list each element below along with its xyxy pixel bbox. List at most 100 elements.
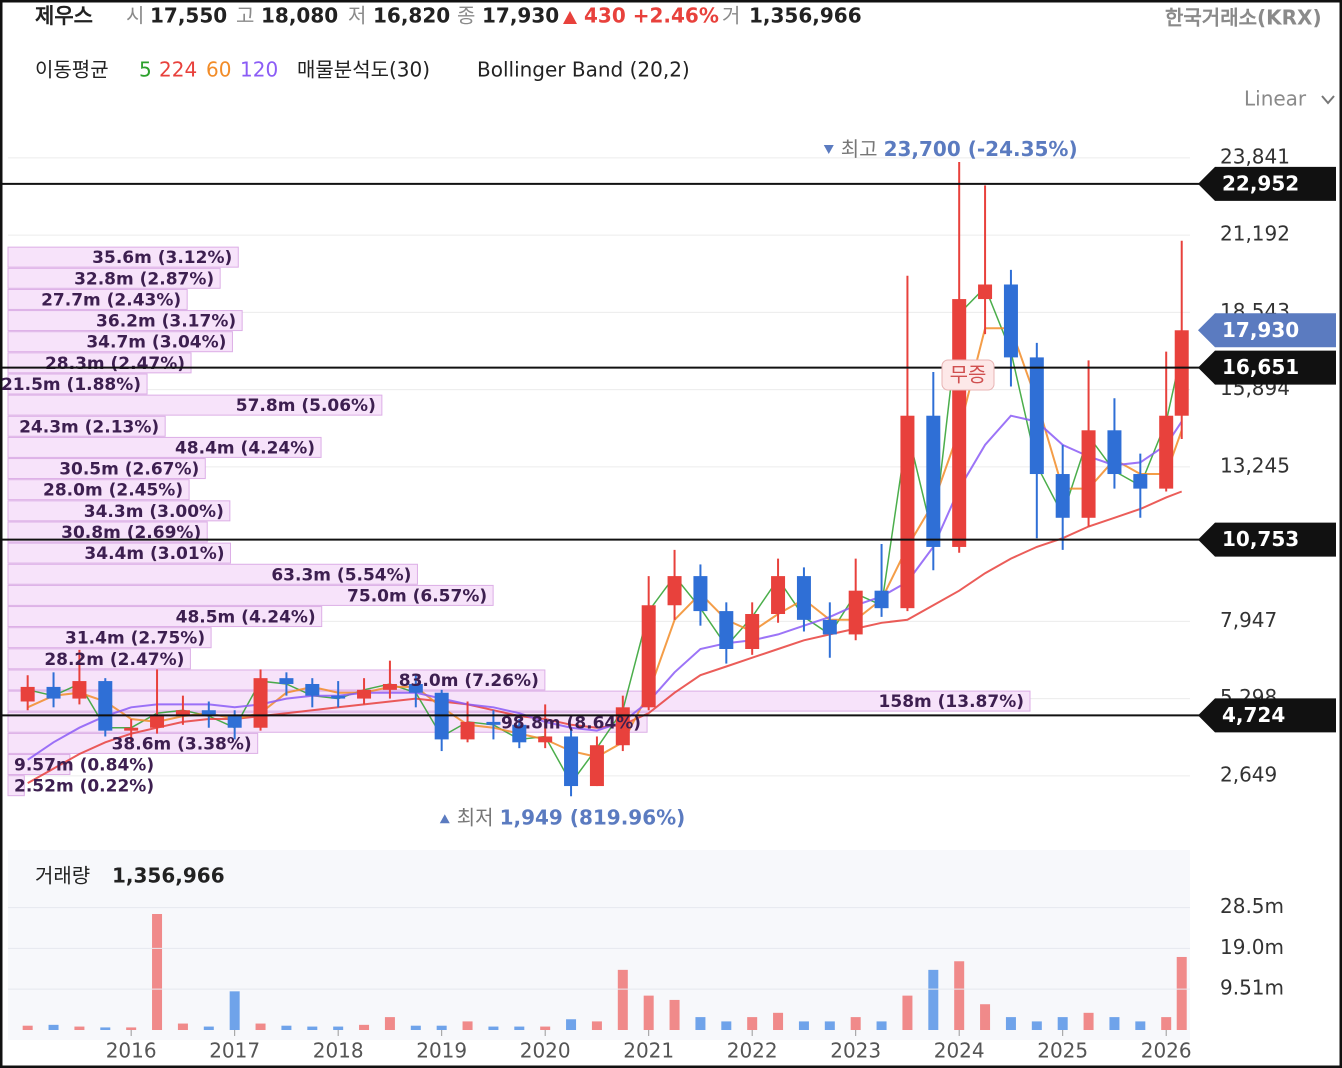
price-plot: 2,6495,2987,94713,24515,89418,54321,1922… xyxy=(0,137,1336,1063)
up-arrow xyxy=(563,11,577,24)
volume-profile-label: 35.6m (3.12%) xyxy=(92,248,232,268)
y-tick-label: 21,192 xyxy=(1220,222,1290,246)
bollinger-label[interactable]: Bollinger Band (20,2) xyxy=(477,58,690,82)
volume-bar xyxy=(747,1017,758,1030)
volume-profile-bar xyxy=(7,542,232,564)
volume-profile-label: 2.52m (0.22%) xyxy=(14,777,154,797)
volume-profile-label: 48.5m (4.24%) xyxy=(176,608,316,628)
candle-body xyxy=(227,716,242,728)
price-tag xyxy=(1198,698,1336,733)
volume-profile-bar xyxy=(7,373,148,395)
volume-profile-bar xyxy=(7,479,190,501)
candle-body xyxy=(667,576,682,606)
volume-profile-bar xyxy=(7,394,383,416)
candle-body xyxy=(124,727,139,731)
volume-bar xyxy=(876,1021,887,1030)
volume-profile-label[interactable]: 매물분석도(30) xyxy=(297,58,430,82)
candle-body xyxy=(900,415,915,609)
x-tick-label: 2026 xyxy=(1141,1039,1192,1063)
volume-profile-label: 27.7m (2.43%) xyxy=(41,290,181,310)
volume-profile-label: 28.2m (2.47%) xyxy=(44,650,184,670)
high-value: 18,080 xyxy=(261,4,338,28)
candle-body xyxy=(382,683,397,690)
volume-profile-bar xyxy=(7,648,191,670)
candle-body xyxy=(771,576,786,615)
volume-bar xyxy=(307,1026,318,1030)
volume-bar xyxy=(22,1025,33,1030)
candle-body xyxy=(978,284,993,300)
volume-profile-label: 158m (13.87%) xyxy=(879,692,1024,712)
event-marker[interactable] xyxy=(941,359,995,391)
candle-body xyxy=(357,689,372,699)
header: 제우스 시 17,550 고 18,080 저 16,820 종 17,930 … xyxy=(35,4,1335,111)
volume-profile-bar xyxy=(7,627,212,649)
candle-body xyxy=(1081,430,1096,518)
legend-ma[interactable]: 224 xyxy=(159,58,197,82)
candle-body xyxy=(615,707,630,746)
volume-bar xyxy=(669,999,680,1030)
x-tick-label: 2025 xyxy=(1037,1039,1088,1063)
annotation-prefix: 최고 xyxy=(841,137,878,161)
volume-bar xyxy=(255,1023,266,1030)
volume-profile-label: 34.4m (3.01%) xyxy=(84,544,224,564)
candle-body xyxy=(693,576,708,612)
volume-profile-bar xyxy=(7,690,1031,712)
annotation-value: 1,949 (819.96%) xyxy=(500,805,686,829)
stock-name: 제우스 xyxy=(35,4,93,28)
candle-body xyxy=(822,619,837,635)
volume-bar xyxy=(1057,1017,1068,1030)
candle-body xyxy=(589,745,604,787)
candle-body xyxy=(150,716,165,728)
volume-bar xyxy=(359,1024,370,1030)
chevron[interactable] xyxy=(1321,95,1335,105)
volume-profile-label: 24.3m (2.13%) xyxy=(19,417,159,437)
volume-bar xyxy=(773,1012,784,1030)
y-tick-label: 7,947 xyxy=(1220,608,1277,632)
y-tick-label: 2,649 xyxy=(1220,762,1277,786)
x-tick-label: 2019 xyxy=(416,1039,467,1063)
candle-body xyxy=(46,686,61,699)
x-tick-label: 2020 xyxy=(520,1039,571,1063)
volume-profile-label: 36.2m (3.17%) xyxy=(96,312,236,332)
close-label: 종 xyxy=(457,4,475,28)
candle-body xyxy=(796,576,811,620)
volume-profile-label: 30.8m (2.69%) xyxy=(61,523,201,543)
open-label: 시 xyxy=(126,4,144,28)
volume-profile-bar xyxy=(7,500,231,522)
volume-bar xyxy=(1109,1017,1120,1030)
volume-bar xyxy=(436,1025,447,1030)
candle-body xyxy=(1055,474,1070,518)
volume-bar xyxy=(126,1027,137,1030)
volume-bar xyxy=(514,1026,525,1030)
candle-body xyxy=(538,736,553,743)
volume-bar xyxy=(643,995,654,1030)
candle-body xyxy=(253,678,268,728)
volume-profile-label: 30.5m (2.67%) xyxy=(59,460,199,480)
volume-tick-label: 9.51m xyxy=(1220,976,1284,1000)
ma-label: 이동평균 xyxy=(35,58,109,82)
low-label: 저 xyxy=(348,4,366,28)
volume-profile-label: 63.3m (5.54%) xyxy=(271,565,411,585)
x-tick-label: 2022 xyxy=(727,1039,778,1063)
volume-profile-bar xyxy=(7,775,25,797)
volume-profile-bar xyxy=(7,415,166,437)
candle-body xyxy=(719,611,734,650)
annotation-prefix: 최저 xyxy=(457,805,494,829)
candle-body xyxy=(486,721,501,725)
y-tick-label: 13,245 xyxy=(1220,453,1290,477)
event-marker-label[interactable]: 무증 xyxy=(950,363,987,387)
volume-bar xyxy=(721,1021,732,1030)
legend-ma[interactable]: 5 xyxy=(139,58,152,82)
open-value: 17,550 xyxy=(150,4,227,28)
volume-bar xyxy=(954,961,965,1030)
volume-bar xyxy=(100,1027,111,1030)
volume-bar xyxy=(824,1021,835,1030)
candle-body xyxy=(408,683,423,693)
volume-bar xyxy=(1161,1017,1172,1030)
candle-body xyxy=(460,721,475,740)
scale-selector[interactable]: Linear xyxy=(1244,87,1307,111)
price-tag xyxy=(1198,522,1336,557)
candle-body xyxy=(1107,430,1122,475)
legend-ma[interactable]: 60 xyxy=(206,58,231,82)
legend-ma[interactable]: 120 xyxy=(240,58,278,82)
